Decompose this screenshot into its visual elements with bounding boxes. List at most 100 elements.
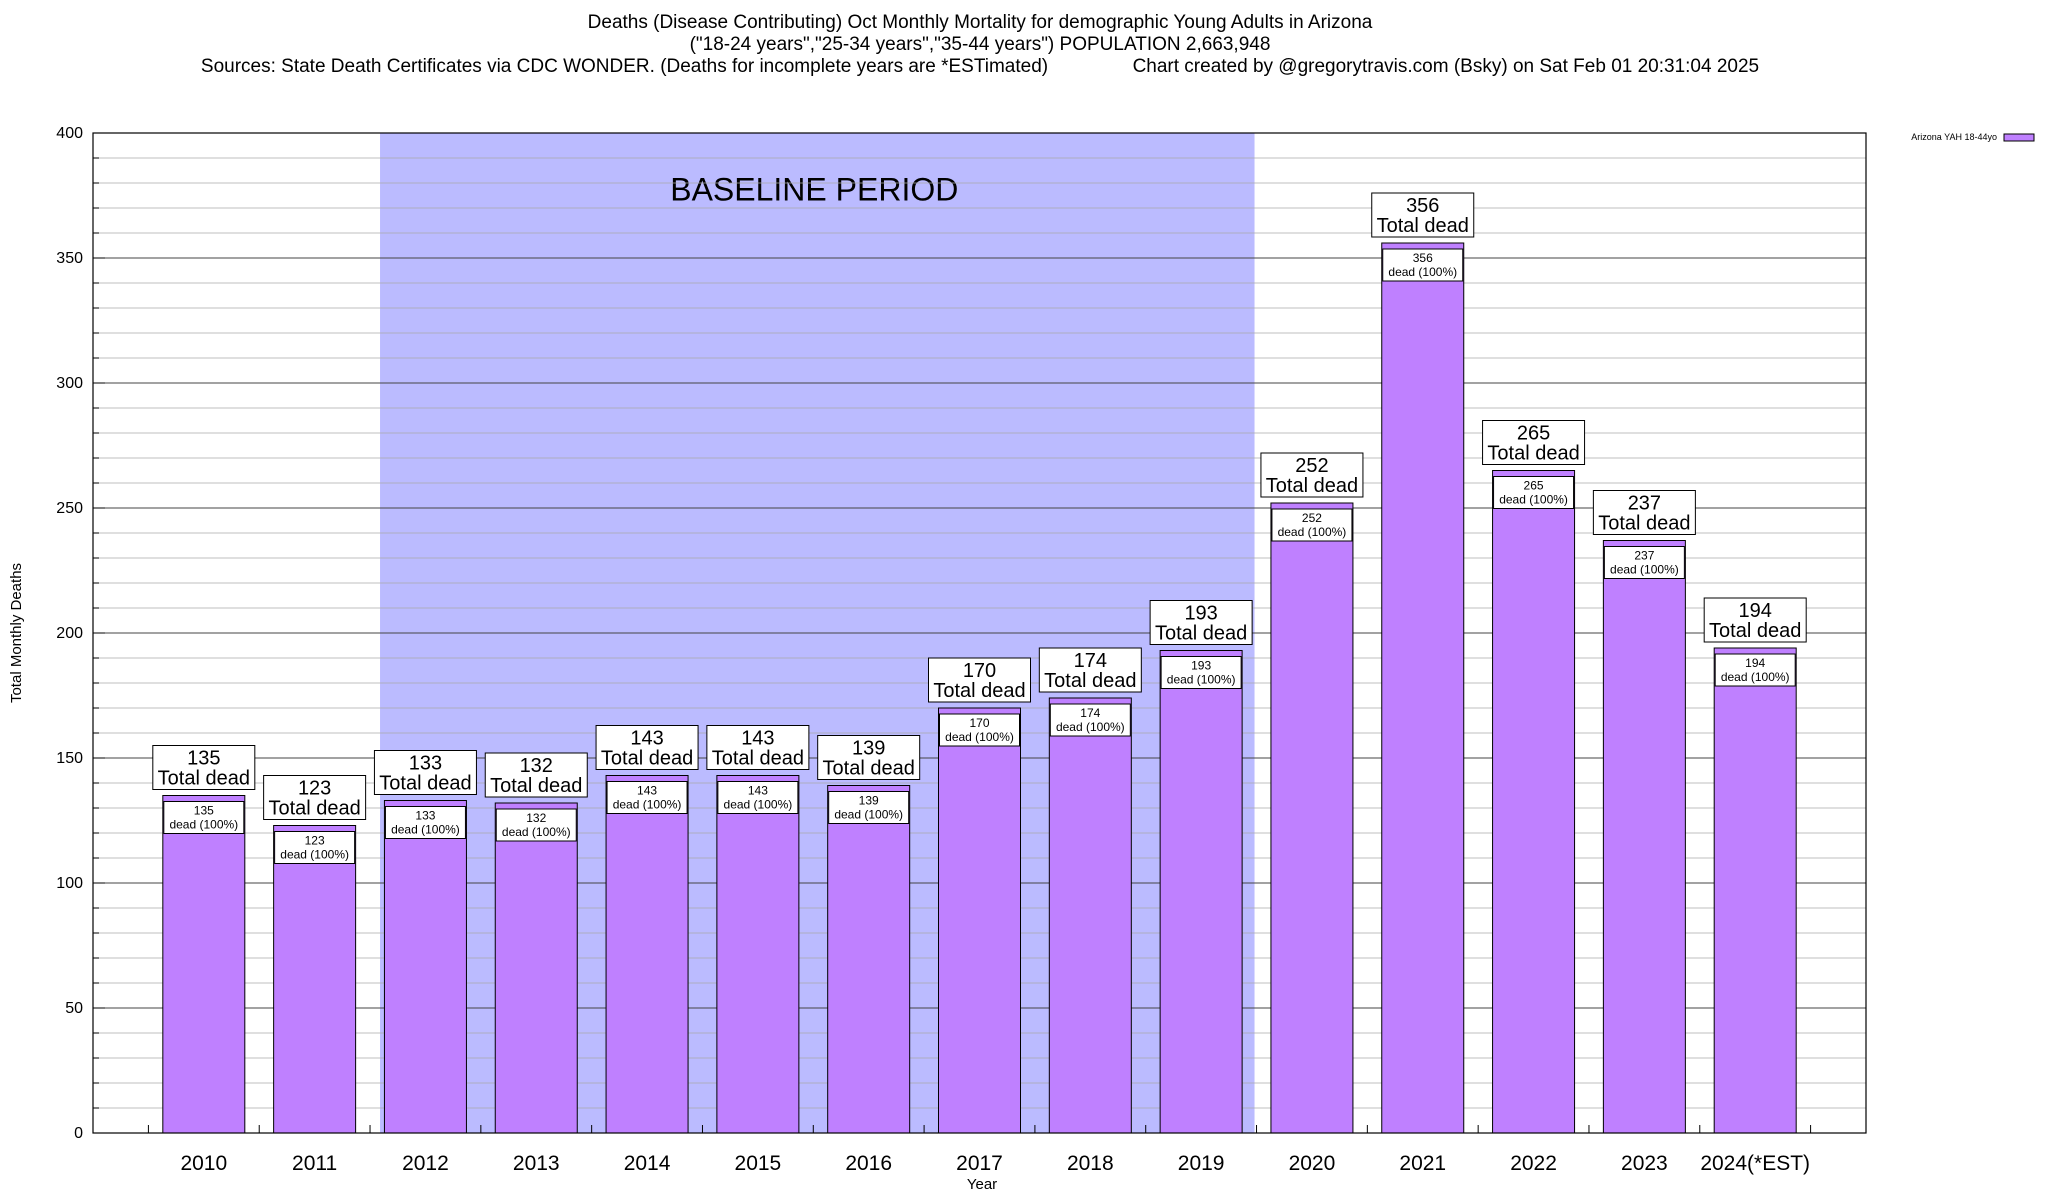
bar-total-value-label: 170 xyxy=(963,660,996,682)
bar-inner-percent-label: dead (100%) xyxy=(1056,720,1125,734)
bar xyxy=(1381,242,1465,1134)
bar-inner-label-box xyxy=(1714,653,1796,687)
bar-inner-value-label: 237 xyxy=(1634,549,1654,563)
legend-swatch xyxy=(2003,133,2035,142)
bar-inner-percent-label: dead (100%) xyxy=(945,730,1014,744)
bar-inner-percent-label: dead (100%) xyxy=(280,848,349,862)
bar-total-text-label: Total dead xyxy=(1487,443,1579,465)
bar xyxy=(1159,650,1243,1134)
bar-total-label-box xyxy=(1371,192,1475,238)
bar-inner-percent-label: dead (100%) xyxy=(834,808,903,822)
y-tick-label: 350 xyxy=(56,250,83,267)
x-tick-label: 2015 xyxy=(735,1152,782,1175)
x-tick-label: 2020 xyxy=(1289,1152,1336,1175)
bar-inner-value-label: 132 xyxy=(526,811,546,825)
y-tick-label: 400 xyxy=(56,125,83,142)
bar-inner-label-box xyxy=(384,806,466,839)
x-tick-label: 2014 xyxy=(624,1152,671,1175)
y-tick-label: 100 xyxy=(56,875,83,892)
axes-group: 2010 2011 2012 2013 2014 2015 2016 2017 2018 2019… xyxy=(8,125,1867,1193)
bar-inner-value-label: 174 xyxy=(1080,706,1100,720)
bar xyxy=(605,775,689,1134)
bar-total-label-box xyxy=(484,752,588,798)
bar-total-text-label: Total dead xyxy=(490,775,582,797)
x-tick-label: 2023 xyxy=(1621,1152,1668,1175)
bar-inner-value-label: 265 xyxy=(1524,479,1544,493)
bar-inner-value-label: 123 xyxy=(305,834,325,848)
bar-total-value-label: 265 xyxy=(1517,423,1550,445)
bar-total-value-label: 194 xyxy=(1739,600,1772,622)
baseline-period-label: BASELINE PERIOD xyxy=(670,172,958,208)
bar-total-text-label: Total dead xyxy=(1044,670,1136,692)
chart-credit-text: Chart created by @gregorytravis.com (Bsk… xyxy=(1132,56,1760,77)
x-tick-label: 2017 xyxy=(956,1152,1003,1175)
bar-inner-percent-label: dead (100%) xyxy=(1610,563,1679,577)
bar-total-text-label: Total dead xyxy=(933,680,1025,702)
bar-inner-label-box xyxy=(717,781,799,814)
x-tick-label: 2024(*EST) xyxy=(1700,1152,1810,1175)
chart-title-line-3: Sources: State Death Certificates via CD… xyxy=(0,56,1960,78)
bar-total-label-box xyxy=(263,775,367,820)
bar-total-text-label: Total dead xyxy=(379,773,471,795)
bar-inner-label-box xyxy=(495,808,577,842)
y-axis-label: Total Monthly Deaths xyxy=(8,563,25,703)
x-tick-label: 2016 xyxy=(845,1152,892,1175)
bar-total-text-label: Total dead xyxy=(1266,475,1358,497)
bar-inner-percent-label: dead (100%) xyxy=(502,825,571,839)
bar-total-value-label: 252 xyxy=(1295,455,1328,477)
bar-inner-label-box xyxy=(163,801,245,834)
x-axis-label: Year xyxy=(967,1176,997,1193)
bar-total-value-label: 133 xyxy=(409,753,442,775)
bar xyxy=(273,825,357,1134)
bar-total-value-label: 135 xyxy=(187,748,220,770)
bar-total-value-label: 139 xyxy=(852,738,885,760)
chart-title-block: Deaths (Disease Contributing) Oct Monthl… xyxy=(0,12,1960,78)
bar-inner-label-box xyxy=(1382,248,1464,282)
bar-total-label-box xyxy=(1038,647,1142,693)
bar-inner-value-label: 193 xyxy=(1191,659,1211,673)
bar-total-label-box xyxy=(928,657,1031,703)
bar xyxy=(1492,470,1576,1134)
bar-total-label-box xyxy=(1703,597,1807,643)
bar-inner-label-box xyxy=(1160,656,1242,689)
bar-total-value-label: 132 xyxy=(520,755,553,777)
y-tick-label: 0 xyxy=(74,1125,83,1142)
bar-inner-label-box xyxy=(274,831,356,864)
legend-label: Arizona YAH 18-44yo xyxy=(1911,132,1997,142)
bar-total-value-label: 143 xyxy=(630,728,663,750)
bar xyxy=(162,795,246,1134)
bar-total-value-label: 237 xyxy=(1628,493,1661,515)
y-tick-label: 50 xyxy=(65,1000,83,1017)
y-tick-label: 150 xyxy=(56,750,83,767)
bar-total-text-label: Total dead xyxy=(601,748,693,770)
bar-inner-value-label: 133 xyxy=(415,809,435,823)
bar-inner-value-label: 139 xyxy=(859,794,879,808)
bar-inner-label-box xyxy=(1493,476,1575,509)
bar-total-label-box xyxy=(1482,420,1586,465)
bar-inner-value-label: 252 xyxy=(1302,511,1322,525)
bar-inner-label-box xyxy=(1049,703,1131,737)
bar-inner-label-box xyxy=(828,791,910,824)
bar-total-label-box xyxy=(595,725,699,770)
bar xyxy=(1048,697,1132,1134)
bar-inner-percent-label: dead (100%) xyxy=(1278,525,1347,539)
bar-total-text-label: Total dead xyxy=(712,748,804,770)
bar-inner-percent-label: dead (100%) xyxy=(1499,493,1568,507)
bar-inner-value-label: 135 xyxy=(194,804,214,818)
x-tick-label: 2011 xyxy=(292,1152,337,1175)
bar-total-text-label: Total dead xyxy=(1155,623,1247,645)
legend-group: Arizona YAH 18-44yo xyxy=(1911,132,2035,142)
bar-total-value-label: 174 xyxy=(1074,650,1107,672)
bar-total-text-label: Total dead xyxy=(823,758,915,780)
x-tick-label: 2010 xyxy=(180,1152,227,1175)
bar-inner-label-box xyxy=(1603,546,1685,579)
x-tick-label: 2012 xyxy=(402,1152,449,1175)
bar xyxy=(1602,540,1686,1134)
plot-frame xyxy=(92,132,1867,1134)
bar-inner-percent-label: dead (100%) xyxy=(1388,265,1457,279)
bar-total-text-label: Total dead xyxy=(1377,215,1469,237)
bar-inner-value-label: 356 xyxy=(1413,251,1433,265)
bar-total-label-box xyxy=(373,750,477,795)
bar-inner-percent-label: dead (100%) xyxy=(1167,673,1236,687)
